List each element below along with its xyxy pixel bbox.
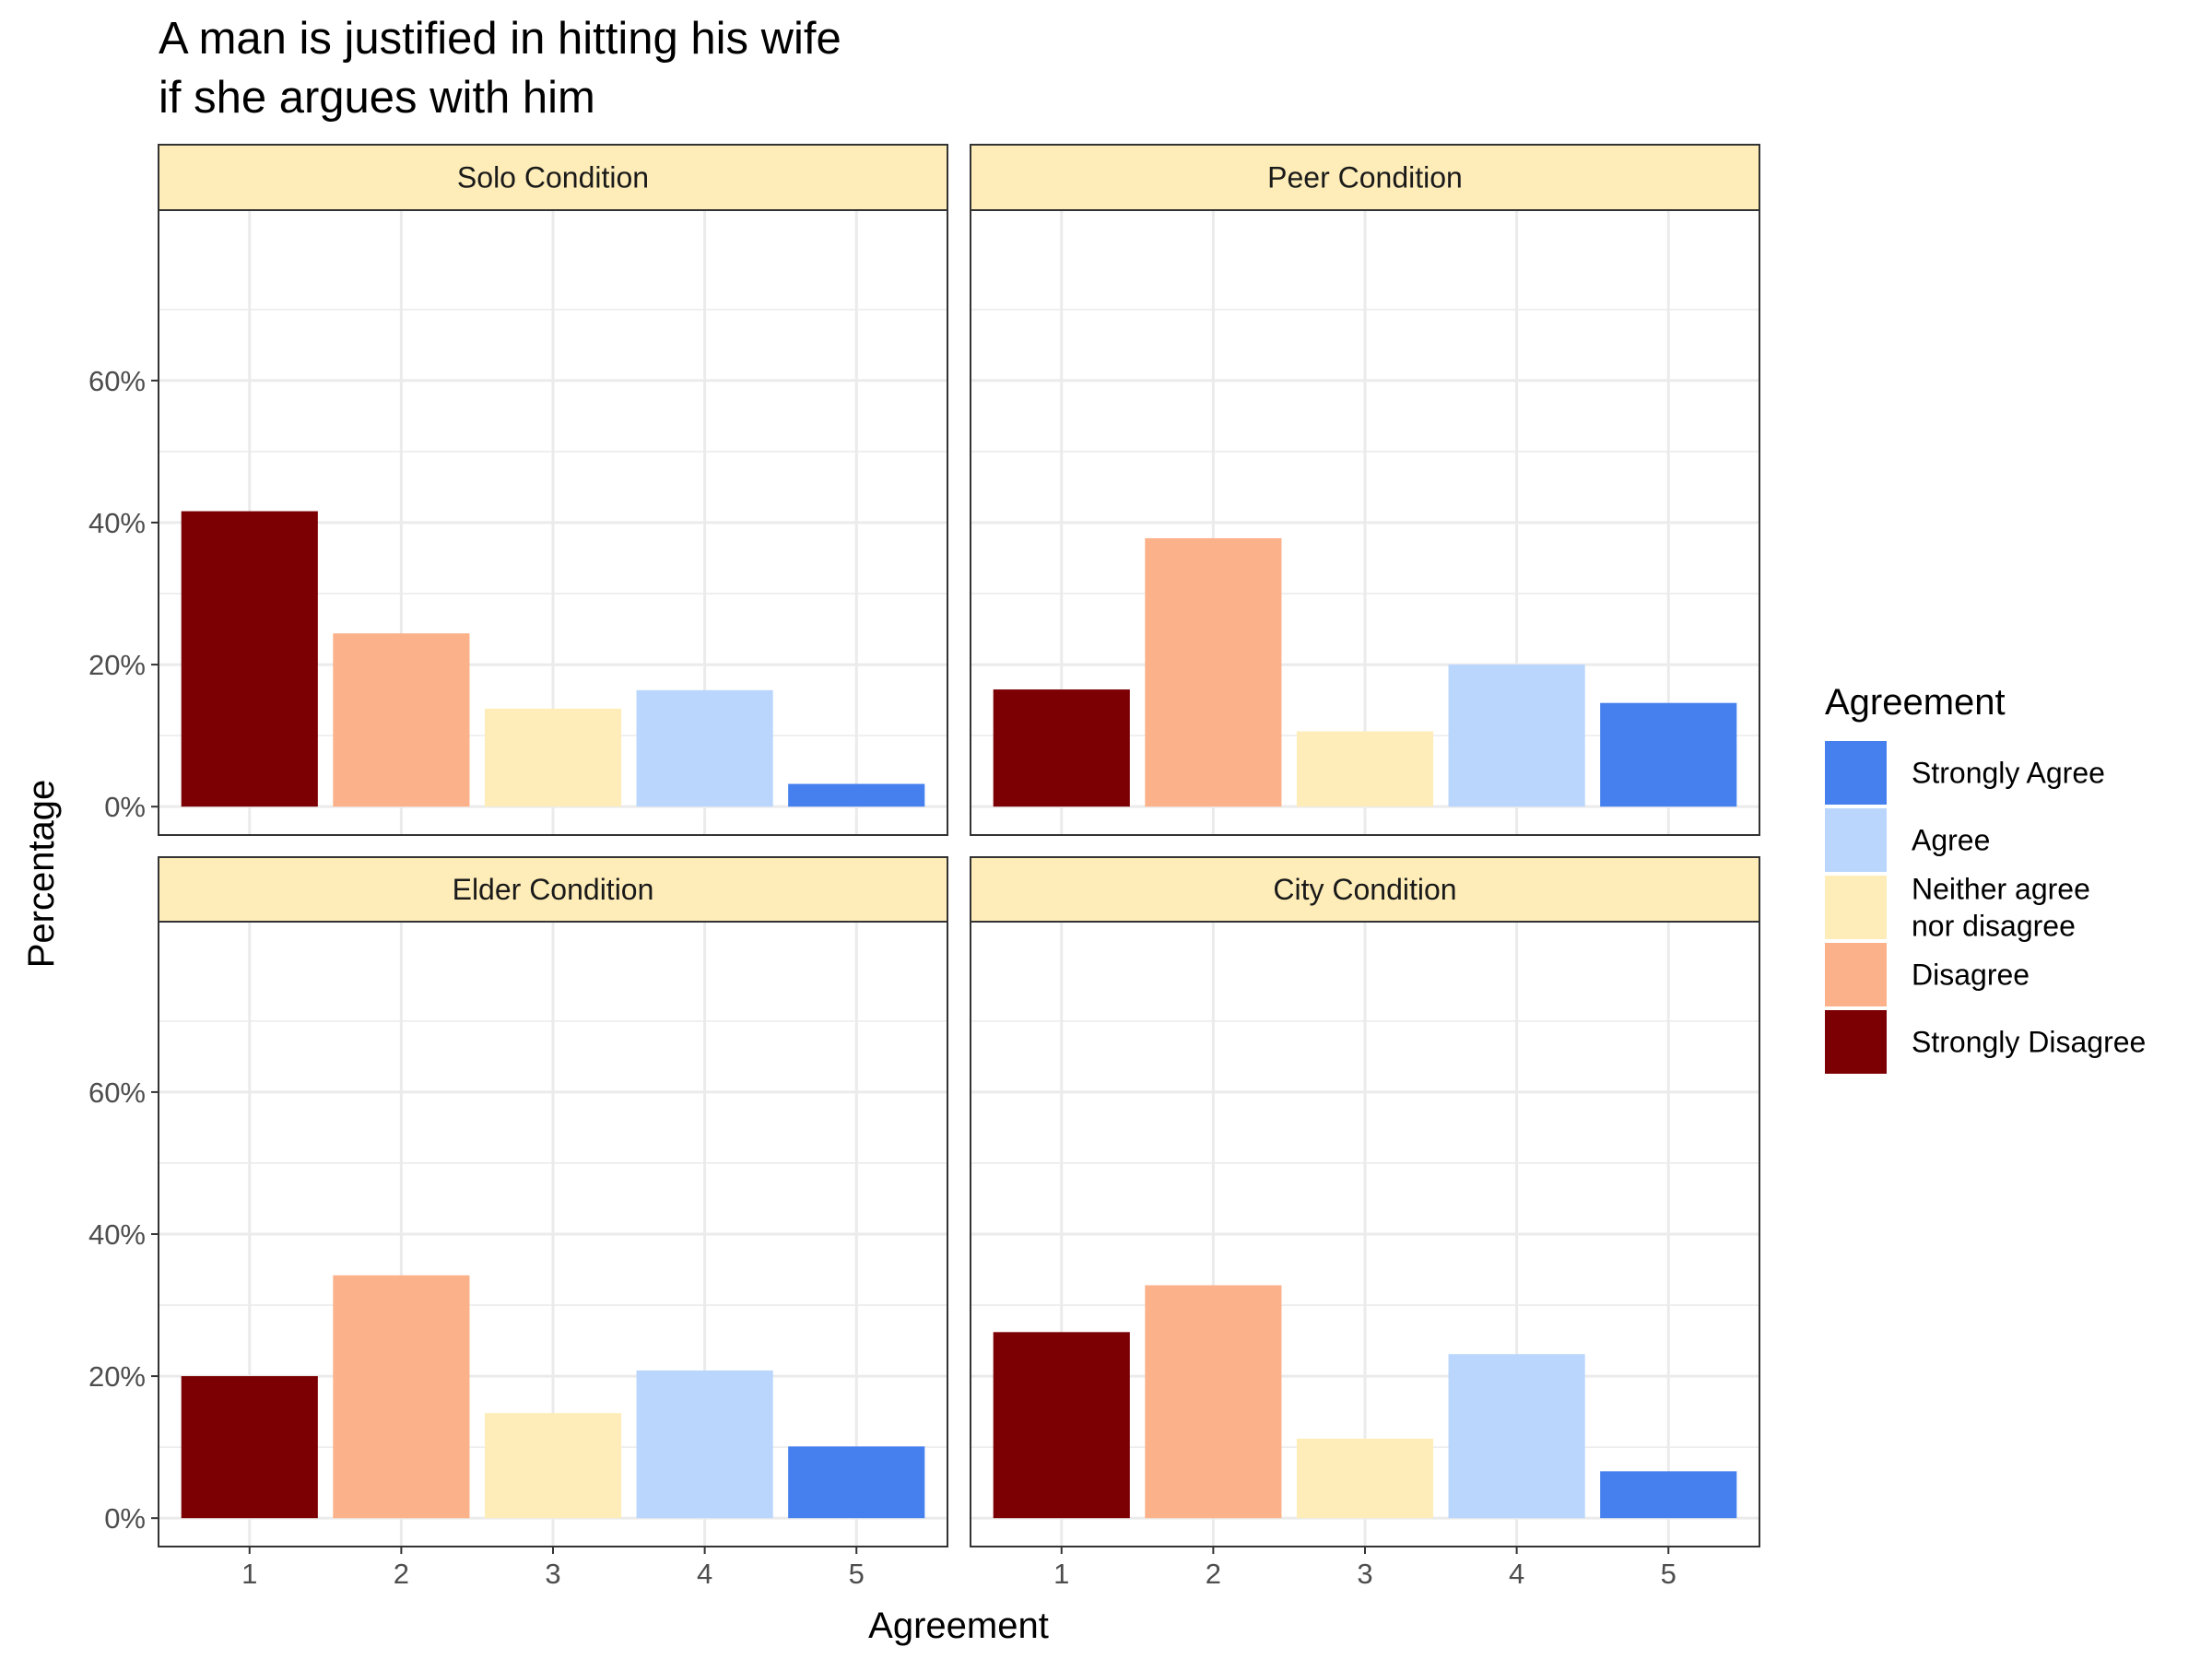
bar-peer-condition-4: [1448, 665, 1585, 807]
legend-title: Agreement: [1825, 682, 2006, 723]
chart-title-line-2: if she argues with him: [159, 73, 595, 123]
bar-peer-condition-1: [993, 689, 1130, 807]
facet-strip: [970, 144, 1760, 211]
chart-title-line-1: A man is justified in hitting his wife: [159, 14, 841, 64]
x-tick-label: 5: [1661, 1558, 1677, 1590]
facet-label: City Condition: [1273, 873, 1456, 906]
x-tick-label: 2: [394, 1558, 409, 1590]
x-tick-label: 5: [849, 1558, 865, 1590]
bar-city-condition-1: [993, 1332, 1130, 1519]
x-tick-label: 3: [545, 1558, 560, 1590]
y-tick-label: 0%: [104, 1502, 146, 1535]
bar-peer-condition-5: [1600, 702, 1737, 807]
facet-label: Solo Condition: [457, 161, 649, 194]
legend-key-strongly-disagree: [1825, 1010, 1887, 1074]
facet-strip: [158, 856, 948, 923]
panel-city-condition: City Condition 1 2 3 4 5: [970, 856, 1760, 1590]
bar-elder-condition-3: [484, 1413, 622, 1519]
y-tick-label: 40%: [88, 507, 146, 539]
x-tick-label: 1: [241, 1558, 257, 1590]
bar-elder-condition-1: [181, 1376, 318, 1519]
legend-label: Neither agree: [1912, 873, 2090, 906]
x-axis-label: Agreement: [868, 1606, 1049, 1646]
legend-key-neither-agree-nor-disagree: [1825, 876, 1887, 939]
legend-label: Disagree: [1912, 959, 2030, 992]
bar-solo-condition-4: [636, 689, 773, 807]
panel-solo-condition: Solo Condition 0% 20% 40% 60%: [88, 144, 948, 836]
bar-elder-condition-2: [333, 1275, 470, 1519]
facet-label: Peer Condition: [1267, 161, 1463, 194]
x-tick-label: 2: [1206, 1558, 1221, 1590]
y-tick-label: 40%: [88, 1218, 146, 1251]
y-tick-label: 60%: [88, 1077, 146, 1109]
legend-key-strongly-agree: [1825, 741, 1887, 805]
bar-peer-condition-2: [1145, 537, 1282, 807]
legend-label: Strongly Agree: [1912, 757, 2105, 790]
x-tick-label: 3: [1357, 1558, 1372, 1590]
bar-solo-condition-3: [484, 708, 622, 807]
legend-key-agree: [1825, 808, 1887, 872]
bar-peer-condition-3: [1296, 731, 1434, 807]
x-tick-label: 4: [697, 1558, 712, 1590]
legend-label: Agree: [1912, 824, 1990, 857]
legend: Agreement Strongly Agree Agree Neither agr…: [1825, 682, 2146, 1074]
facet-strip: [970, 856, 1760, 923]
legend-label: nor disagree: [1912, 910, 2076, 943]
facet-strip: [158, 144, 948, 211]
x-tick-label: 1: [1053, 1558, 1069, 1590]
bar-elder-condition-5: [788, 1446, 925, 1519]
y-tick-label: 60%: [88, 365, 146, 397]
facet-label: Elder Condition: [453, 873, 654, 906]
bar-solo-condition-5: [788, 783, 925, 807]
bar-solo-condition-1: [181, 511, 318, 807]
bar-city-condition-5: [1600, 1471, 1737, 1519]
panel-peer-condition: Peer Condition: [970, 144, 1760, 836]
bar-solo-condition-2: [333, 633, 470, 807]
panel-elder-condition: Elder Condition 0% 20% 40% 60% 1 2 3 4 5: [88, 856, 948, 1590]
legend-label: Strongly Disagree: [1912, 1026, 2146, 1059]
bar-city-condition-2: [1145, 1285, 1282, 1519]
x-tick-label: 4: [1509, 1558, 1524, 1590]
y-tick-label: 20%: [88, 649, 146, 681]
bar-city-condition-3: [1296, 1438, 1434, 1519]
y-axis-label: Percentage: [21, 780, 62, 969]
legend-key-disagree: [1825, 943, 1887, 1006]
bar-city-condition-4: [1448, 1354, 1585, 1519]
y-tick-label: 0%: [104, 791, 146, 823]
y-tick-label: 20%: [88, 1360, 146, 1393]
bar-elder-condition-4: [636, 1370, 773, 1519]
